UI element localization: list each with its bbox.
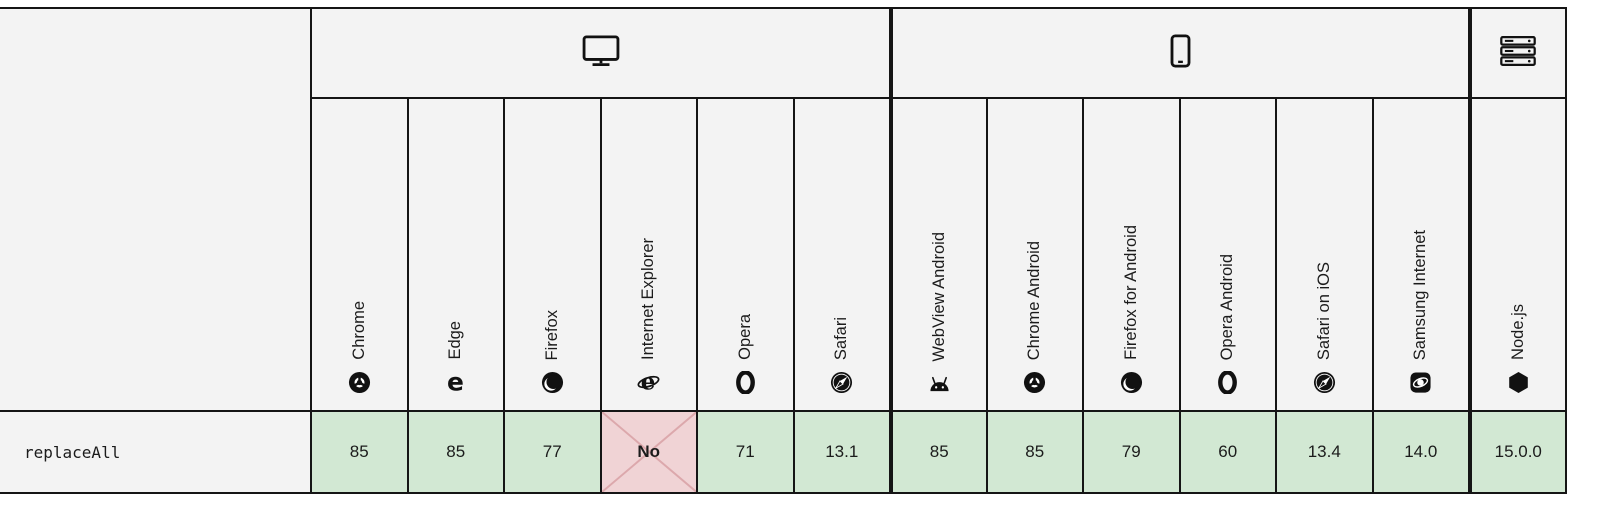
browser-name: Internet Explorer (639, 238, 658, 360)
internet-explorer-icon (637, 371, 660, 394)
support-cell-edge[interactable]: 85 (406, 410, 503, 492)
browser-header-internet-explorer: Internet Explorer (599, 99, 696, 410)
browser-header-chrome-android: Chrome Android (985, 99, 1082, 410)
chrome-icon (1023, 371, 1046, 394)
browser-name: WebView Android (929, 232, 948, 362)
browser-name: Edge (446, 321, 465, 360)
support-cell-firefox[interactable]: 77 (503, 410, 600, 492)
group-header-server (1468, 9, 1565, 99)
browser-compat-table: Chrome Edge Firefox Internet Explorer Op… (0, 7, 1567, 494)
support-cell-opera-android[interactable]: 60 (1178, 410, 1275, 492)
browser-name: Firefox for Android (1121, 225, 1140, 360)
browser-header-chrome: Chrome (310, 99, 407, 410)
support-cell-chrome[interactable]: 85 (310, 410, 407, 492)
samsung-internet-icon (1409, 371, 1432, 394)
nodejs-icon (1507, 371, 1530, 394)
android-icon (927, 373, 952, 394)
cross-pattern (601, 412, 696, 492)
support-cell-opera[interactable]: 71 (696, 410, 793, 492)
mobile-icon (1170, 34, 1191, 73)
browser-name: Chrome Android (1025, 240, 1044, 360)
opera-icon (1216, 371, 1239, 394)
browser-name: Chrome (349, 301, 368, 360)
corner-cell (0, 9, 310, 410)
support-cell-nodejs[interactable]: 15.0.0 (1468, 410, 1565, 492)
firefox-icon (541, 371, 564, 394)
feature-name-cell: replaceAll (0, 410, 310, 492)
support-cell-safari[interactable]: 13.1 (792, 410, 889, 492)
browser-header-firefox-android: Firefox for Android (1082, 99, 1179, 410)
browser-name: Firefox (542, 309, 561, 360)
browser-header-firefox: Firefox (503, 99, 600, 410)
browser-header-edge: Edge (406, 99, 503, 410)
browser-name: Safari (832, 316, 851, 360)
browser-header-opera-android: Opera Android (1178, 99, 1275, 410)
browser-header-safari-ios: Safari on iOS (1275, 99, 1372, 410)
edge-icon (444, 371, 467, 394)
support-cell-internet-explorer[interactable]: No (599, 410, 696, 492)
desktop-icon (582, 35, 620, 72)
support-cell-firefox-android[interactable]: 79 (1082, 410, 1179, 492)
browser-header-webview-android: WebView Android (889, 99, 986, 410)
firefox-icon (1120, 371, 1143, 394)
group-header-mobile (889, 9, 1468, 99)
browser-name: Node.js (1508, 304, 1527, 360)
support-cell-chrome-android[interactable]: 85 (985, 410, 1082, 492)
browser-header-opera: Opera (696, 99, 793, 410)
browser-name: Opera (735, 314, 754, 360)
feature-name: replaceAll (24, 442, 121, 462)
safari-icon (830, 371, 853, 394)
support-cell-webview-android[interactable]: 85 (889, 410, 986, 492)
support-cell-samsung-internet[interactable]: 14.0 (1371, 410, 1468, 492)
safari-icon (1313, 371, 1336, 394)
browser-header-nodejs: Node.js (1468, 99, 1565, 410)
browser-name: Safari on iOS (1314, 261, 1333, 360)
browser-header-safari: Safari (792, 99, 889, 410)
support-cell-safari-ios[interactable]: 13.4 (1275, 410, 1372, 492)
server-icon (1500, 36, 1536, 71)
browser-name: Opera Android (1218, 253, 1237, 360)
group-header-desktop (310, 9, 889, 99)
chrome-icon (348, 371, 371, 394)
browser-name: Samsung Internet (1411, 229, 1430, 360)
browser-header-samsung-internet: Samsung Internet (1371, 99, 1468, 410)
opera-icon (734, 371, 757, 394)
